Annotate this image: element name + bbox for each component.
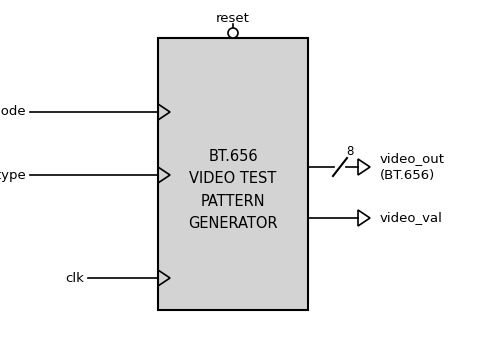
Text: clk: clk: [65, 271, 84, 284]
Text: video_out
(BT.656): video_out (BT.656): [380, 152, 445, 182]
Circle shape: [228, 28, 238, 38]
Text: 8: 8: [346, 145, 354, 158]
Text: BT.656
VIDEO TEST
PATTERN
GENERATOR: BT.656 VIDEO TEST PATTERN GENERATOR: [188, 149, 278, 231]
Text: tpg_mode: tpg_mode: [0, 106, 26, 118]
Text: video_val: video_val: [380, 212, 443, 225]
Text: tpg_type: tpg_type: [0, 169, 26, 182]
Bar: [158, 38, 308, 310]
Text: reset: reset: [216, 12, 250, 25]
